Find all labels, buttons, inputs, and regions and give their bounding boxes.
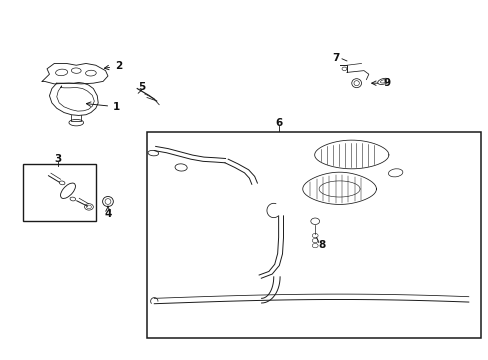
Text: 3: 3 <box>55 154 61 164</box>
Text: 7: 7 <box>332 53 339 63</box>
Text: 6: 6 <box>274 118 282 128</box>
Bar <box>22 164 96 221</box>
Text: 9: 9 <box>371 78 389 88</box>
Text: 8: 8 <box>317 240 325 250</box>
Text: 4: 4 <box>104 206 111 219</box>
Bar <box>147 132 480 338</box>
Text: 2: 2 <box>104 61 122 71</box>
Text: 5: 5 <box>138 82 145 92</box>
Text: 1: 1 <box>86 102 120 112</box>
